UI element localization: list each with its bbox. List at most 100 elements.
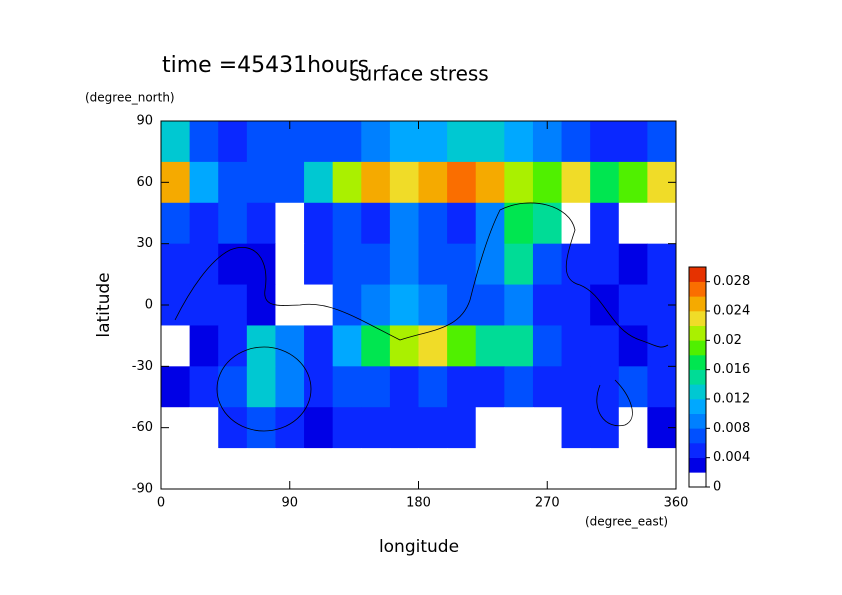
field-cell — [161, 448, 191, 490]
field-cell — [218, 243, 248, 286]
coastline — [596, 379, 633, 427]
field-cell — [447, 325, 477, 367]
y-tick-label: -30 — [132, 359, 153, 374]
field-cell — [304, 161, 334, 204]
field-cell — [246, 121, 276, 163]
field-cell — [418, 284, 448, 326]
x-tick-label: 360 — [664, 496, 689, 511]
field-cell — [447, 161, 477, 204]
field-cell — [361, 121, 391, 163]
field-cell — [418, 448, 448, 490]
field-cell — [218, 407, 248, 449]
colorbar-band — [689, 281, 706, 297]
field-cell — [304, 121, 334, 163]
field-cell — [618, 121, 648, 163]
field-cell — [647, 243, 677, 286]
field-cell — [561, 366, 591, 408]
field-cell — [361, 243, 391, 286]
field-cell — [218, 284, 248, 326]
field-cell — [304, 366, 334, 408]
field-cell — [447, 407, 477, 449]
colorbar-tick-label: 0.004 — [713, 450, 750, 465]
field-cell — [618, 161, 648, 204]
field-cell — [618, 243, 648, 286]
field-cell — [361, 284, 391, 326]
field-cell — [218, 161, 248, 204]
field-cell — [361, 161, 391, 204]
field-cell — [246, 448, 276, 490]
field-cell — [418, 161, 448, 204]
field-cell — [361, 325, 391, 367]
field-cell — [389, 202, 419, 245]
field-cell — [161, 243, 191, 286]
field-cell — [561, 202, 591, 245]
coastlines — [174, 202, 669, 432]
y-unit: (degree_north) — [85, 91, 175, 105]
field — [161, 121, 677, 490]
colorbar-band — [689, 369, 706, 385]
field-cell — [275, 407, 305, 449]
field-cell — [590, 243, 620, 286]
field-cell — [304, 325, 334, 367]
field-cell — [389, 243, 419, 286]
field-cell — [246, 284, 276, 326]
field-cell — [561, 121, 591, 163]
field-cell — [475, 202, 505, 245]
colorbar-band — [689, 443, 706, 458]
field-cell — [361, 366, 391, 408]
field-cell — [218, 202, 248, 245]
field-cell — [447, 448, 477, 490]
y-tick-label: 60 — [136, 175, 153, 190]
field-cell — [647, 202, 677, 245]
field-cell — [504, 243, 534, 286]
colorbar-band — [689, 296, 706, 312]
field-cell — [189, 325, 219, 367]
colorbar-band — [689, 428, 706, 444]
field-cell — [618, 325, 648, 367]
field-cell — [447, 284, 477, 326]
field-cell — [361, 448, 391, 490]
field-cell — [532, 243, 563, 286]
y-tick-label: 30 — [136, 236, 153, 251]
field-cell — [161, 121, 191, 163]
field-cell — [304, 407, 334, 449]
field-cell — [504, 121, 534, 163]
field-cell — [561, 407, 591, 449]
field-cell — [475, 325, 505, 367]
field-cell — [447, 121, 477, 163]
field-cell — [418, 121, 448, 163]
field-cell — [218, 366, 248, 408]
field-cell — [618, 366, 648, 408]
field-cell — [647, 366, 677, 408]
x-unit: (degree_east) — [585, 515, 668, 529]
field-cell — [590, 121, 620, 163]
field-cell — [418, 325, 448, 367]
field-cell — [475, 121, 505, 163]
x-tick-label: 0 — [157, 496, 165, 511]
field-cell — [561, 448, 591, 490]
field-cell — [332, 366, 362, 408]
field-cell — [590, 202, 620, 245]
field-cell — [618, 284, 648, 326]
colorbar-tick-label: 0.028 — [713, 274, 750, 289]
field-cell — [590, 448, 620, 490]
field-cell — [561, 325, 591, 367]
field-cell — [332, 161, 362, 204]
field-cell — [532, 202, 563, 245]
field-cell — [275, 202, 305, 245]
x-tick-label: 180 — [406, 496, 431, 511]
field-cell — [304, 243, 334, 286]
field-cell — [504, 325, 534, 367]
field-cell — [389, 284, 419, 326]
field-cell — [590, 366, 620, 408]
colorbar-band — [689, 472, 706, 488]
field-cell — [246, 366, 276, 408]
field-cell — [189, 407, 219, 449]
colorbar-band — [689, 457, 706, 473]
field-cell — [447, 202, 477, 245]
x-tick-label: 90 — [281, 496, 298, 511]
field-cell — [189, 284, 219, 326]
x-tick-label: 270 — [535, 496, 560, 511]
field-cell — [246, 243, 276, 286]
